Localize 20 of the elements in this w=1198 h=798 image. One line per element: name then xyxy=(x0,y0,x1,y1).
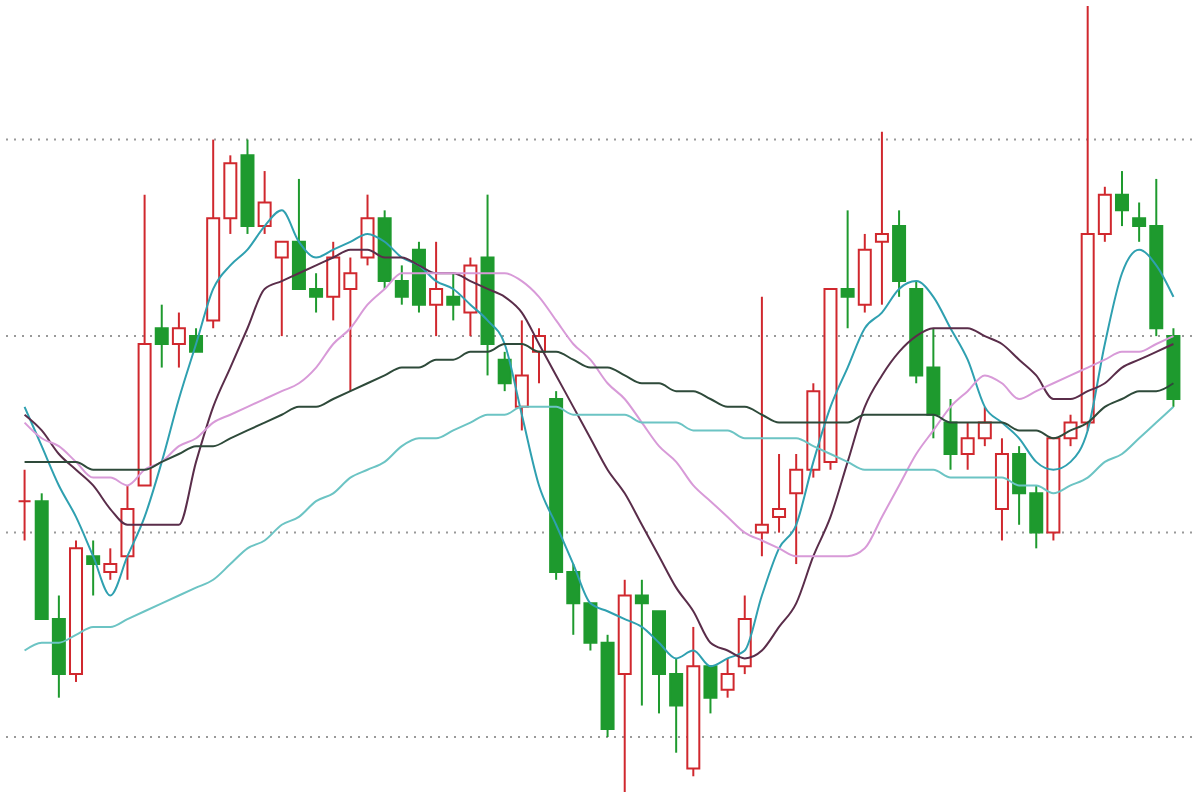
candlestick xyxy=(943,398,958,471)
candlestick xyxy=(429,240,444,338)
candlestick xyxy=(840,209,855,330)
candlestick xyxy=(497,350,512,393)
candlestick xyxy=(17,468,32,542)
candlestick xyxy=(446,272,461,322)
candlestick xyxy=(754,295,769,558)
candlestick xyxy=(103,547,118,581)
candlestick xyxy=(772,453,787,534)
candlestick xyxy=(1114,170,1129,228)
candlestick xyxy=(120,484,135,581)
candlestick xyxy=(703,665,718,715)
candlestick xyxy=(720,657,735,699)
candlestick xyxy=(171,311,186,369)
candlestick xyxy=(360,193,375,267)
candlestick xyxy=(154,303,169,369)
candlestick xyxy=(634,578,649,707)
candlestick xyxy=(874,130,889,306)
candlestick xyxy=(274,240,289,338)
candlestick xyxy=(257,170,272,235)
